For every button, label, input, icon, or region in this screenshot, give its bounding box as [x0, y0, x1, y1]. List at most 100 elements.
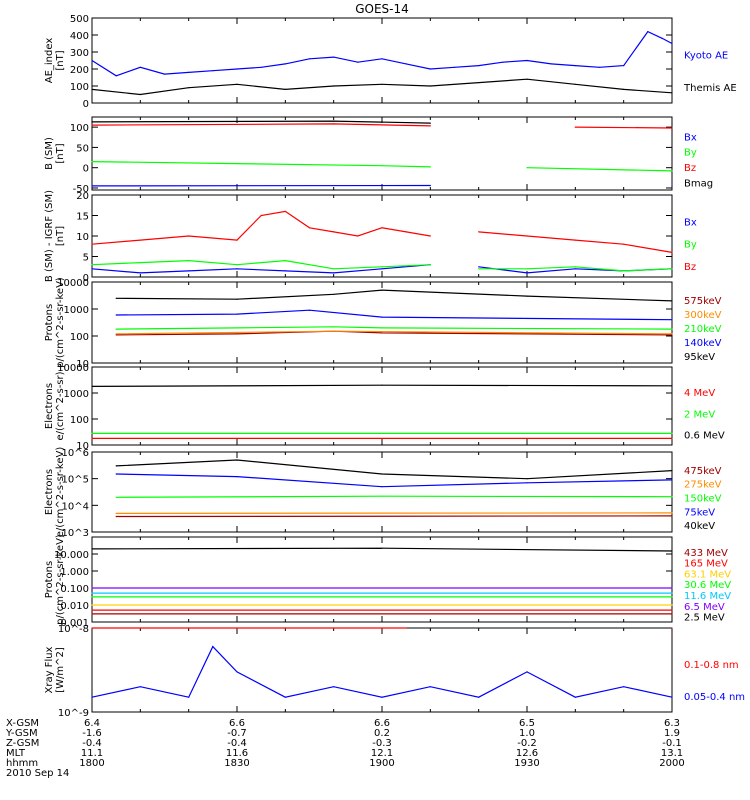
- data-point: [526, 295, 528, 297]
- y-axis-label: Protons: [44, 304, 55, 341]
- data-point: [284, 63, 286, 65]
- data-point: [623, 88, 625, 90]
- series-line: [91, 161, 673, 172]
- y-tick-label: 1000: [64, 389, 89, 400]
- data-point: [115, 328, 117, 330]
- row-value: -0.2: [517, 738, 537, 749]
- data-point: [671, 613, 673, 615]
- data-point: [333, 56, 335, 58]
- data-point: [671, 123, 673, 125]
- data-point: [91, 268, 93, 270]
- data-point: [188, 270, 190, 272]
- data-point: [381, 384, 383, 386]
- data-point: [381, 547, 383, 549]
- data-point: [671, 592, 673, 594]
- data-point: [236, 476, 238, 478]
- data-point: [671, 609, 673, 611]
- data-point: [661, 37, 663, 40]
- legend-entry: Themis AE: [683, 83, 737, 94]
- data-point: [115, 515, 117, 518]
- data-point: [91, 592, 93, 594]
- data-point: [671, 184, 673, 186]
- data-point: [623, 270, 625, 272]
- data-point: [188, 696, 190, 698]
- y-tick-label: 1.000: [60, 567, 89, 578]
- data-point: [671, 512, 673, 514]
- panel-3: 0 5 10 15 20 B (SM) - IGRF (SM) [nT] Bx By Bz: [44, 190, 697, 284]
- legend-entry: 0.6 MeV: [684, 430, 725, 441]
- data-point: [91, 88, 93, 90]
- legend-entry: 575keV: [684, 296, 722, 307]
- legend-entry: 150keV: [684, 493, 722, 504]
- row-value: 13.1: [661, 748, 683, 759]
- data-point: [188, 235, 190, 237]
- row-label: Z-GSM: [6, 738, 39, 749]
- y-axis-label: B (SM) - IGRF (SM): [44, 190, 55, 282]
- data-point: [381, 495, 383, 497]
- data-point: [236, 268, 238, 270]
- legend-entry: 40keV: [684, 521, 715, 532]
- panel-4: 10 100 1000 10000 Protons p/(cm^2-s-sr-keV) 57…: [44, 277, 722, 370]
- y-tick-label: 0: [83, 164, 89, 175]
- y-axis-label: Electrons: [44, 469, 55, 515]
- data-point: [139, 93, 141, 96]
- y-axis-label: e/(cm^2-s-sr-keV): [55, 447, 66, 538]
- data-point: [429, 264, 431, 266]
- data-point: [381, 268, 383, 270]
- legend-entry: 475keV: [684, 466, 722, 477]
- row-value: 1.9: [664, 728, 680, 739]
- legend-entry: 300keV: [684, 310, 722, 321]
- data-point: [671, 333, 673, 335]
- row-value: -0.4: [227, 738, 247, 749]
- data-point: [236, 327, 238, 329]
- data-point: [526, 272, 528, 274]
- data-point: [236, 239, 238, 241]
- data-point: [574, 239, 576, 241]
- legend-entry: 4 MeV: [684, 388, 715, 399]
- data-point: [671, 300, 673, 302]
- y-axis-label: Protons: [44, 561, 55, 598]
- y-axis-label: [nT]: [55, 50, 66, 70]
- data-point: [91, 124, 93, 126]
- data-point: [574, 65, 576, 67]
- data-point: [333, 686, 335, 688]
- data-point: [429, 235, 431, 237]
- data-point: [115, 75, 117, 77]
- data-point: [333, 268, 335, 270]
- data-point: [308, 309, 311, 311]
- series-line: [91, 123, 673, 129]
- data-point: [91, 613, 93, 615]
- data-point: [236, 298, 238, 300]
- data-point: [671, 550, 673, 552]
- series-line: [91, 645, 673, 698]
- data-point: [333, 120, 335, 122]
- data-point: [91, 432, 93, 434]
- data-point: [671, 385, 673, 387]
- data-point: [478, 266, 480, 268]
- data-point: [671, 42, 673, 45]
- data-point: [91, 59, 93, 62]
- data-point: [453, 66, 456, 68]
- legend-entry: 0.05-0.4 nm: [684, 692, 745, 703]
- series-line: [116, 289, 673, 302]
- y-tick-label: 10^3: [62, 528, 89, 539]
- y-tick-label: 10^5: [62, 475, 89, 486]
- data-point: [574, 126, 576, 128]
- y-tick-label: 10^-9: [58, 708, 89, 719]
- panel-frame: [91, 627, 673, 713]
- y-axis-label: B (SM): [44, 137, 55, 170]
- data-point: [139, 686, 141, 688]
- data-point: [405, 231, 407, 233]
- data-point: [91, 161, 93, 163]
- data-point: [623, 686, 625, 688]
- series-line: [92, 121, 672, 124]
- data-point: [91, 264, 93, 266]
- data-point: [260, 66, 262, 68]
- data-point: [381, 83, 383, 85]
- data-point: [526, 78, 528, 80]
- y-tick-label: 0.100: [60, 584, 89, 595]
- data-point: [381, 327, 383, 329]
- legend-entry: 2.5 MeV: [684, 613, 725, 624]
- data-point: [671, 432, 673, 434]
